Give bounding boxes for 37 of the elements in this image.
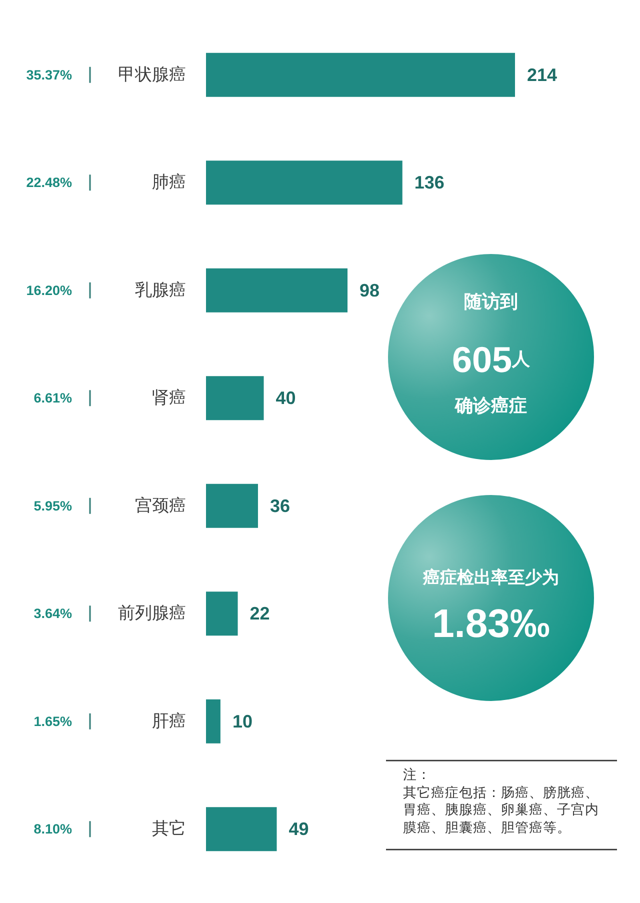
y-tick-label: 乳腺癌	[135, 280, 186, 300]
annotation: 随访到	[464, 292, 518, 312]
text: 5.95%	[34, 498, 72, 514]
y-tick-label: 肾癌	[152, 388, 186, 408]
bar	[206, 268, 348, 312]
data-label: 136	[414, 172, 444, 193]
bar	[206, 376, 264, 420]
text: 8.10%	[34, 822, 72, 837]
annotation: 癌症检出率至少为	[422, 568, 559, 588]
bar	[206, 52, 515, 97]
text: 3.64%	[34, 606, 72, 622]
y-tick-label: 甲状腺癌	[118, 64, 186, 85]
text: 22.48%	[26, 175, 72, 190]
data-label: 49	[288, 819, 309, 840]
y-tick-label: 肺癌	[152, 172, 186, 193]
bar	[206, 807, 277, 852]
text: 6.61%	[34, 390, 72, 406]
data-label: 98	[360, 280, 380, 300]
y-tick-label: 前列腺癌	[118, 604, 186, 624]
y-tick-label: 其它	[152, 819, 186, 840]
bar	[206, 592, 238, 636]
y-tick-label: 肝癌	[152, 711, 186, 732]
annotation: 确诊癌症	[454, 396, 527, 416]
data-label: 214	[527, 64, 558, 85]
data-label: 36	[270, 496, 290, 516]
text: 16.20%	[26, 282, 72, 298]
data-label: 22	[250, 604, 270, 624]
note: 注： 其它癌症包括：肠癌、膀胱癌、胃癌、胰腺癌、卵巢癌、子宫内膜癌、胆囊癌、胆管癌等。	[403, 766, 600, 837]
data-label: 40	[276, 388, 296, 408]
bar	[206, 699, 220, 744]
bar	[206, 484, 258, 528]
bar	[206, 160, 402, 205]
text: 1.65%	[34, 714, 72, 729]
text: 35.37%	[26, 67, 72, 82]
y-tick-label: 宫颈癌	[135, 496, 186, 516]
annotation: 1.83‰	[432, 602, 550, 646]
data-label: 10	[232, 711, 252, 732]
